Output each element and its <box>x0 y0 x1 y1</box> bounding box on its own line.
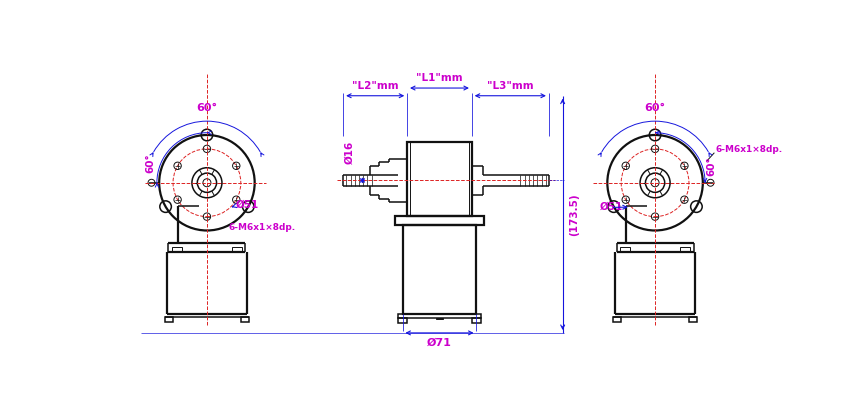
Text: 60°: 60° <box>145 154 156 173</box>
Bar <box>681 248 689 252</box>
Text: 6-M6x1×8dp.: 6-M6x1×8dp. <box>229 224 296 232</box>
Bar <box>398 314 481 318</box>
Bar <box>232 248 241 252</box>
Bar <box>614 317 621 322</box>
Text: 6-M6x1×8dp.: 6-M6x1×8dp. <box>715 145 782 154</box>
Bar <box>472 318 481 323</box>
Bar <box>394 216 484 225</box>
Bar <box>241 317 248 322</box>
Bar <box>436 318 443 319</box>
Text: Ø16: Ø16 <box>344 140 354 164</box>
Text: Ø51: Ø51 <box>599 202 623 212</box>
Bar <box>620 248 630 252</box>
Text: Ø51: Ø51 <box>236 199 259 209</box>
Text: "L2"mm: "L2"mm <box>352 81 399 91</box>
Bar <box>407 142 472 216</box>
Text: (173.5): (173.5) <box>570 193 580 236</box>
Text: 60°: 60° <box>706 156 717 176</box>
Text: "L1"mm: "L1"mm <box>416 74 462 84</box>
Bar <box>173 248 182 252</box>
Bar <box>166 317 173 322</box>
Text: Ø71: Ø71 <box>427 338 452 348</box>
Bar <box>403 225 477 314</box>
Text: 60°: 60° <box>644 104 666 114</box>
Bar <box>689 317 697 322</box>
Text: 60°: 60° <box>196 104 218 114</box>
Text: "L3"mm: "L3"mm <box>487 81 534 91</box>
Bar <box>398 318 407 323</box>
